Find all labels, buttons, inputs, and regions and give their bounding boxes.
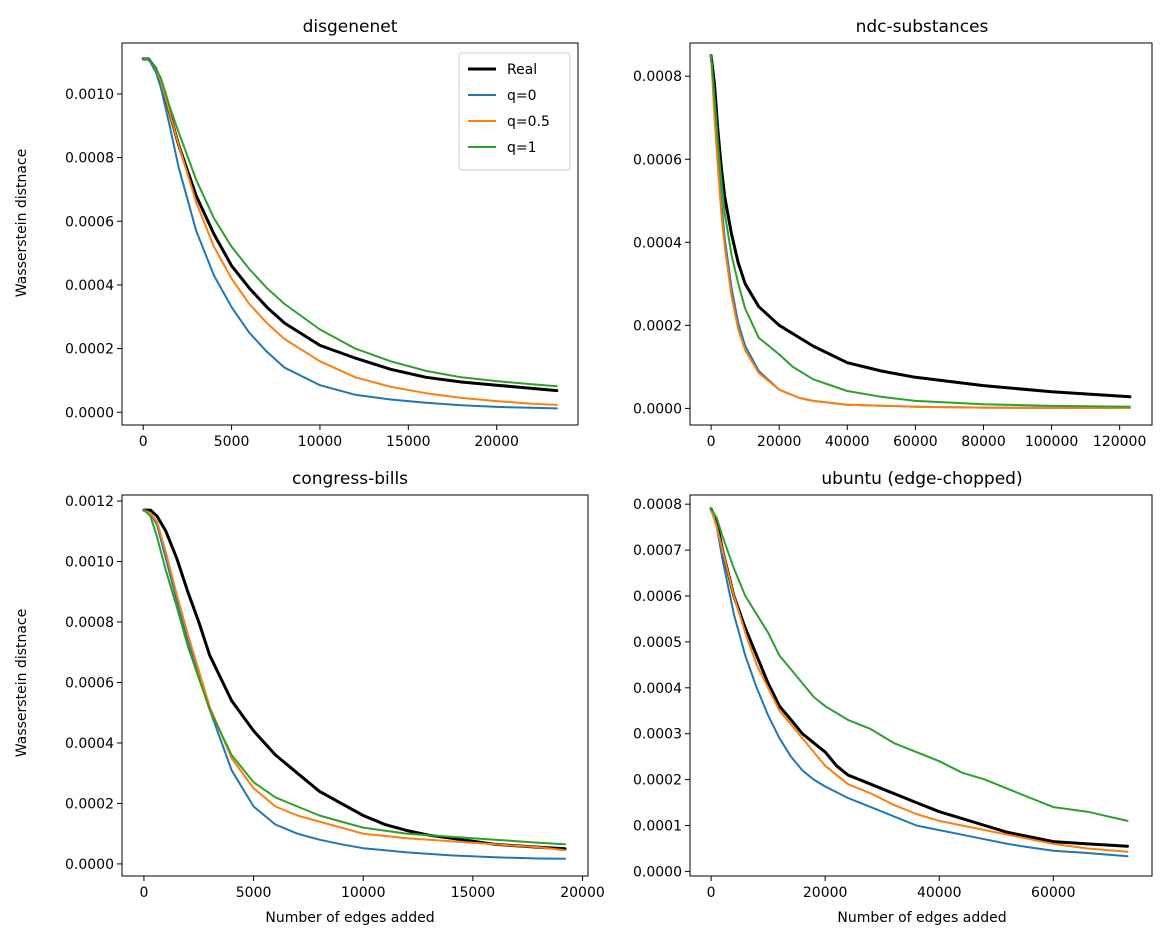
x-tick-label: 80000 <box>961 434 1006 450</box>
legend-box <box>458 52 571 171</box>
y-tick-label: 0.0000 <box>65 857 114 873</box>
y-tick-label: 0.0004 <box>65 736 114 752</box>
panel-ubuntu-edge-chopped: ubuntu (edge-chopped) Number of edges ad… <box>633 469 1153 926</box>
series-line-real <box>709 507 1129 848</box>
x-tick-label: 15000 <box>451 885 496 901</box>
x-tick-label: 5000 <box>236 885 272 901</box>
legend-label: q=0 <box>507 88 537 104</box>
panel-congress-bills: congress-bills Wasserstein distnace Numb… <box>14 469 605 926</box>
y-tick-label: 0.0007 <box>633 543 682 559</box>
y-tick-label: 0.0008 <box>633 497 682 513</box>
y-axis-label: Wasserstein distnace <box>14 149 30 297</box>
panel-title: ndc-substances <box>856 17 989 37</box>
y-tick-label: 0.0000 <box>633 864 682 880</box>
y-tick-label: 0.0002 <box>65 342 114 358</box>
y-tick-label: 0.0004 <box>65 278 114 294</box>
x-tick-label: 0 <box>139 885 148 901</box>
series-line-q-0 <box>142 509 566 860</box>
y-tick-label: 0.0008 <box>633 69 682 85</box>
axes-frame <box>689 494 1153 877</box>
panel-title: congress-bills <box>292 469 408 489</box>
y-tick-label: 0.0000 <box>65 405 114 421</box>
x-tick-label: 60000 <box>893 434 938 450</box>
x-tick-label: 20000 <box>474 434 519 450</box>
axes-frame <box>121 494 589 877</box>
panel-title: ubuntu (edge-chopped) <box>821 469 1022 489</box>
y-tick-label: 0.0006 <box>65 214 114 230</box>
series-line-q-0-5 <box>710 507 1129 853</box>
x-tick-label: 15000 <box>386 434 431 450</box>
panel-ndc-substances: ndc-substances 0 20000 40000 60000 80000 1000… <box>633 17 1153 450</box>
legend-label: Real <box>507 62 537 78</box>
series-line-real <box>142 508 567 851</box>
axes-frame <box>689 42 1153 426</box>
x-tick-label: 0 <box>707 434 716 450</box>
y-tick-label: 0.0005 <box>633 635 682 651</box>
series-line-q-0-5 <box>142 57 558 406</box>
y-tick-label: 0.0012 <box>65 494 114 510</box>
y-tick-label: 0.0008 <box>65 151 114 167</box>
x-tick-label: 0 <box>139 434 148 450</box>
y-tick-label: 0.0002 <box>65 796 114 812</box>
x-tick-label: 10000 <box>298 434 343 450</box>
x-tick-label: 40000 <box>917 885 962 901</box>
series-line-q-0 <box>710 54 1131 409</box>
x-axis-label: Number of edges added <box>265 910 434 926</box>
y-tick-label: 0.0006 <box>65 675 114 691</box>
y-tick-label: 0.0004 <box>633 235 682 251</box>
y-tick-label: 0.0001 <box>633 819 682 835</box>
y-tick-label: 0.0002 <box>633 318 682 334</box>
x-tick-label: 0 <box>707 885 716 901</box>
x-tick-label: 120000 <box>1093 434 1146 450</box>
x-tick-label: 40000 <box>825 434 870 450</box>
x-tick-label: 10000 <box>341 885 386 901</box>
series-line-q-1 <box>142 57 558 388</box>
series-line-q-0-5 <box>142 509 566 852</box>
y-tick-label: 0.0002 <box>633 773 682 789</box>
y-tick-label: 0.0000 <box>633 401 682 417</box>
axes-frame <box>121 42 579 426</box>
x-tick-label: 60000 <box>1031 885 1076 901</box>
y-tick-label: 0.0010 <box>65 555 114 571</box>
panel-disgenenet: disgenenet Wasserstein distnace 0 5000 100… <box>14 17 579 450</box>
series-line-q-1 <box>710 507 1129 822</box>
x-tick-label: 20000 <box>560 885 605 901</box>
x-tick-label: 20000 <box>757 434 802 450</box>
y-axis-label: Wasserstein distnace <box>14 609 30 757</box>
y-tick-label: 0.0004 <box>633 681 682 697</box>
y-tick-label: 0.0006 <box>633 152 682 168</box>
y-tick-label: 0.0008 <box>65 615 114 631</box>
panel-title: disgenenet <box>303 17 398 37</box>
x-axis-label: Number of edges added <box>837 910 1006 926</box>
legend-label: q=0.5 <box>507 114 550 130</box>
series-line-real <box>709 54 1132 399</box>
legend: Real q=0 q=0.5 q=1 <box>458 52 571 171</box>
legend-label: q=1 <box>507 140 537 156</box>
x-tick-label: 100000 <box>1025 434 1078 450</box>
y-tick-label: 0.0010 <box>65 87 114 103</box>
series-line-q-0 <box>142 57 558 410</box>
series-line-q-0-5 <box>710 54 1131 409</box>
series-line-q-1 <box>710 54 1131 408</box>
y-tick-label: 0.0003 <box>633 727 682 743</box>
x-tick-label: 20000 <box>803 885 848 901</box>
series-line-q-0 <box>710 507 1129 858</box>
y-tick-label: 0.0006 <box>633 589 682 605</box>
series-line-q-1 <box>142 509 566 846</box>
x-tick-label: 5000 <box>214 434 250 450</box>
